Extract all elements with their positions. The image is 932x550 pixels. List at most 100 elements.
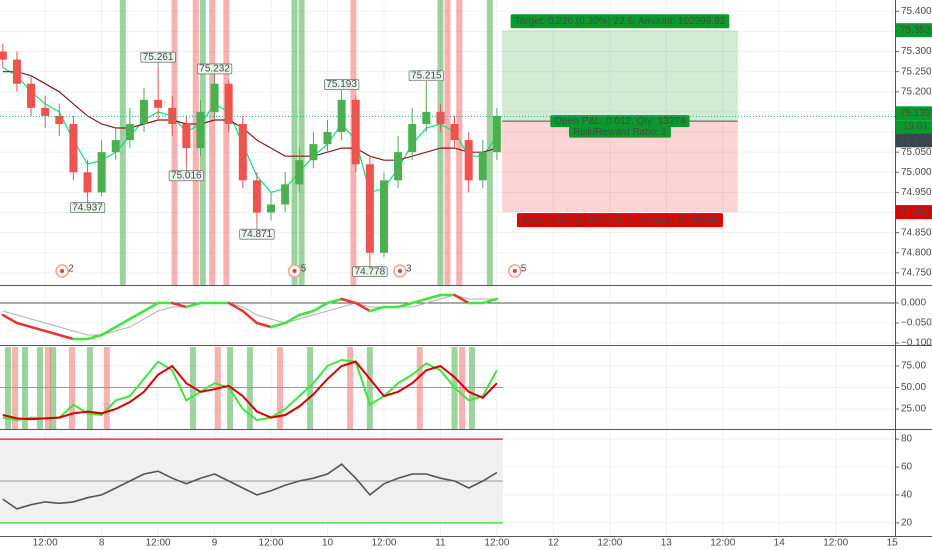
- candle-body: [27, 83, 36, 108]
- candle-body: [154, 99, 163, 108]
- y-tick-label: 50.00: [901, 382, 926, 393]
- candle-body: [182, 123, 191, 149]
- y-tick-label: 75.00: [901, 361, 926, 372]
- x-tick-label: 12:00: [371, 538, 396, 549]
- candle-body: [323, 132, 332, 145]
- candle-body: [111, 140, 120, 153]
- signal-band: [347, 347, 354, 429]
- event-count: 5: [521, 264, 527, 275]
- oscillator-segment: [128, 309, 146, 321]
- candle-body: [55, 115, 64, 124]
- signal-band: [192, 0, 199, 285]
- event-count: 5: [301, 264, 307, 275]
- y-tick-label: 74.800: [901, 247, 932, 258]
- annotation-label: 75.215: [411, 70, 442, 81]
- position-rr-label: Risk/Reward Ratio: 1: [573, 127, 667, 138]
- candle-body: [267, 204, 276, 213]
- signal-band: [21, 347, 28, 429]
- candle-body: [464, 140, 473, 181]
- oscillator-segment: [43, 329, 61, 337]
- signal-band: [486, 0, 493, 285]
- x-tick-label: 8: [99, 538, 105, 549]
- oscillator-segment: [298, 309, 315, 317]
- candle-body: [97, 152, 106, 193]
- current-price-tag: 75.139: [900, 108, 931, 119]
- stop-price-tag: 74.901: [900, 207, 931, 218]
- signal-band: [171, 0, 178, 285]
- signal-band: [44, 347, 51, 429]
- signal-band: [459, 347, 466, 429]
- y-tick-label: 74.850: [901, 227, 932, 238]
- label-box: [408, 70, 444, 82]
- y-tick-label: 75.400: [901, 6, 932, 17]
- signal-band: [437, 0, 444, 285]
- oscillator-segment: [410, 297, 428, 305]
- oscillator-segment: [114, 317, 132, 329]
- x-tick-label: 11: [435, 538, 446, 549]
- position-stop-label: Stop: 0.226 (0.30%) 22.6, Amount: 97000.…: [521, 215, 719, 226]
- label-box: [196, 63, 233, 75]
- target-price-tag-box: [896, 23, 932, 38]
- label-box: [69, 202, 106, 213]
- candle-body: [492, 115, 501, 153]
- candle-body: [69, 123, 78, 173]
- x-tick-label: 12:00: [597, 538, 622, 549]
- event-count: 3: [406, 264, 412, 275]
- oscillator-segment: [185, 301, 202, 309]
- signal-band: [36, 347, 43, 429]
- annotation-label: 75.232: [199, 64, 230, 75]
- y-tick-label: −0.050: [901, 318, 932, 329]
- candle-body: [394, 152, 403, 181]
- oscillator-segment: [29, 325, 47, 333]
- signal-band: [444, 0, 451, 285]
- countdown-box: [896, 120, 932, 134]
- signal-band: [119, 0, 126, 285]
- event-marker-dot: [397, 269, 402, 273]
- entry-price-tag-box: [896, 133, 932, 148]
- label-box: [324, 79, 360, 90]
- position-target-label: Target: 0.226 (0.30%) 22.6, Amount: 1029…: [515, 16, 726, 27]
- annotation-label: 75.261: [143, 52, 174, 63]
- oscillator-segment: [15, 321, 33, 329]
- y-tick-label: 20: [901, 518, 913, 529]
- candle-body: [365, 164, 374, 253]
- countdown-label: 19:01: [903, 121, 928, 132]
- signal-band: [50, 347, 57, 429]
- y-tick-label: 0.000: [901, 298, 926, 309]
- oscillator-segment: [283, 313, 301, 325]
- candle-body: [168, 107, 177, 124]
- x-tick-label: 15: [887, 538, 899, 549]
- oscillator-segment: [425, 293, 442, 301]
- event-marker-dot: [512, 269, 517, 273]
- signal-band: [276, 347, 283, 429]
- y-tick-label: 40: [901, 490, 913, 501]
- y-tick-label: 75.050: [901, 147, 932, 158]
- candle-body: [224, 83, 233, 124]
- oscillator-segment: [269, 321, 287, 329]
- signal-band: [68, 347, 75, 429]
- candle-body: [450, 123, 459, 141]
- candle-body: [125, 123, 134, 141]
- oscillator-segment: [1, 313, 19, 325]
- oscillator-segment: [86, 333, 103, 341]
- x-tick-label: 12:00: [259, 538, 284, 549]
- label-box: [550, 115, 690, 128]
- signal-band: [307, 347, 314, 429]
- oscillator-segment: [58, 333, 75, 341]
- oscillator-segment: [396, 301, 414, 309]
- oscillator-segment: [481, 297, 499, 305]
- annotation-label: 74.871: [242, 229, 273, 240]
- signal-band: [291, 0, 298, 285]
- indicator-line: [2, 463, 498, 510]
- x-tick-label: 12:00: [823, 538, 848, 549]
- candle-body: [238, 123, 247, 181]
- signal-band: [468, 347, 475, 429]
- signal-band: [416, 347, 423, 429]
- y-tick-label: 75.300: [901, 46, 932, 57]
- candle-body: [351, 99, 360, 165]
- oscillator-segment: [227, 301, 245, 313]
- candle-body: [436, 111, 445, 124]
- oscillator-segment: [241, 309, 259, 325]
- moving-average-line: [2, 71, 498, 161]
